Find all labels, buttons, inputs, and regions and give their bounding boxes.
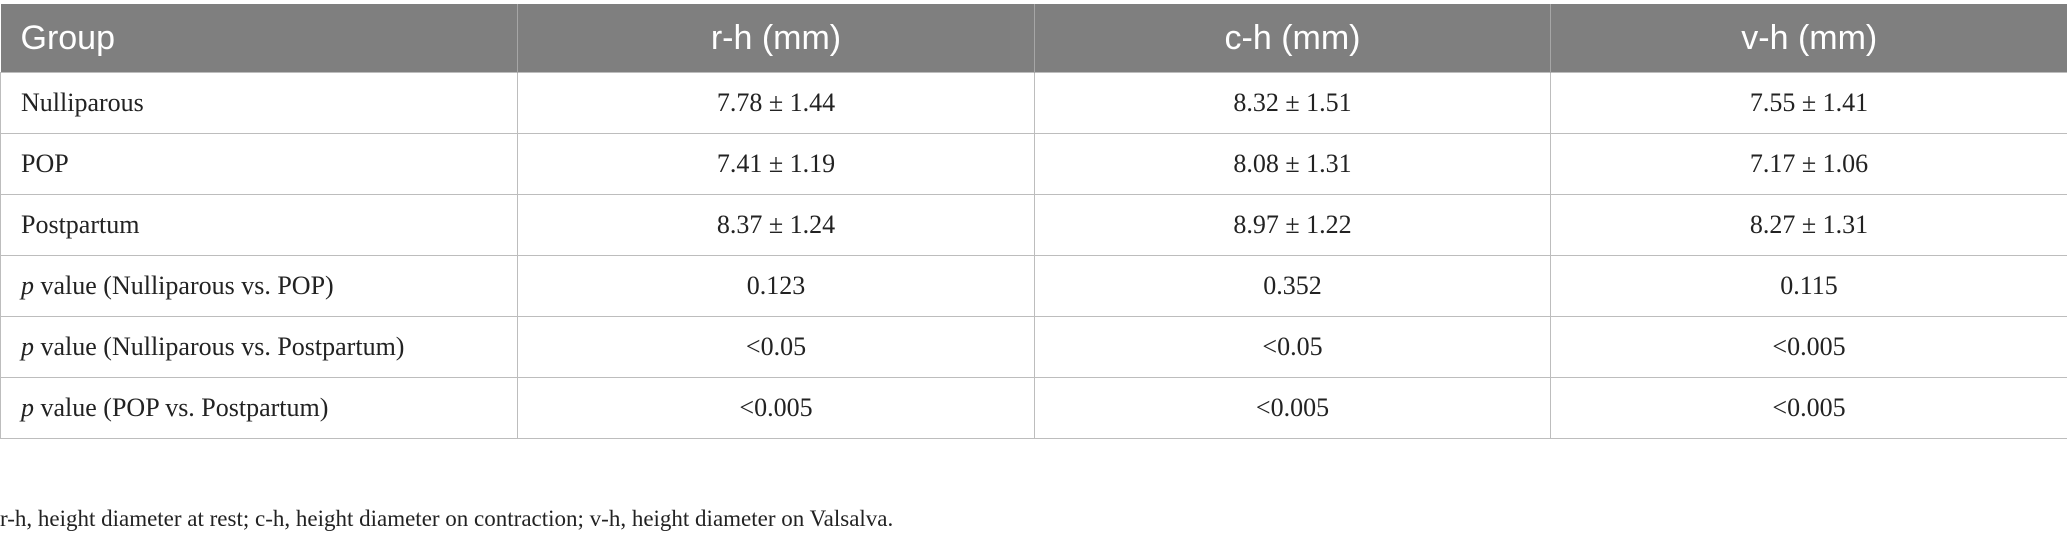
header-cell: Group (0, 4, 518, 73)
value-cell: 0.123 (517, 255, 1035, 317)
value-cell: <0.005 (1550, 316, 2067, 378)
value-cell: 8.97 ± 1.22 (1034, 194, 1551, 256)
italic-symbol: p (21, 271, 34, 300)
value-cell: <0.005 (1550, 377, 2067, 439)
table-row: p value (POP vs. Postpartum) <0.005 <0.005… (0, 377, 2067, 439)
table-row: p value (Nulliparous vs. POP) 0.123 0.352 0… (0, 255, 2067, 317)
italic-symbol: p (21, 332, 34, 361)
value-cell: 0.352 (1034, 255, 1551, 317)
header-row: Group r-h (mm) c-h (mm) v-h (mm) (0, 4, 2067, 73)
italic-symbol: p (21, 393, 34, 422)
row-label: p value (POP vs. Postpartum) (0, 377, 518, 439)
row-label: Nulliparous (0, 72, 518, 134)
value-cell: <0.005 (517, 377, 1035, 439)
value-cell: 8.08 ± 1.31 (1034, 133, 1551, 195)
label-text: value (POP vs. Postpartum) (34, 393, 329, 422)
value-cell: 7.78 ± 1.44 (517, 72, 1035, 134)
header-cell: v-h (mm) (1550, 4, 2067, 73)
value-cell: <0.005 (1034, 377, 1551, 439)
value-cell: 0.115 (1550, 255, 2067, 317)
row-label: POP (0, 133, 518, 195)
value-cell: 7.55 ± 1.41 (1550, 72, 2067, 134)
value-cell: <0.05 (1034, 316, 1551, 378)
value-cell: 7.17 ± 1.06 (1550, 133, 2067, 195)
label-text: Postpartum (21, 210, 140, 239)
header-cell: r-h (mm) (517, 4, 1035, 73)
row-label: p value (Nulliparous vs. POP) (0, 255, 518, 317)
row-label: Postpartum (0, 194, 518, 256)
header-cell: c-h (mm) (1034, 4, 1551, 73)
value-cell: 8.32 ± 1.51 (1034, 72, 1551, 134)
row-label: p value (Nulliparous vs. Postpartum) (0, 316, 518, 378)
footnote: r-h, height diameter at rest; c-h, heigh… (0, 506, 894, 531)
value-cell: 8.27 ± 1.31 (1550, 194, 2067, 256)
label-text: Nulliparous (21, 88, 144, 117)
label-text: value (Nulliparous vs. POP) (34, 271, 334, 300)
table-row: p value (Nulliparous vs. Postpartum) <0.0… (0, 316, 2067, 378)
table-body: Nulliparous 7.78 ± 1.44 8.32 ± 1.51 7.55 ± … (0, 72, 2067, 439)
label-text: POP (21, 149, 69, 178)
data-table: Group r-h (mm) c-h (mm) v-h (mm) Nulliparou… (0, 4, 2067, 439)
value-cell: 8.37 ± 1.24 (517, 194, 1035, 256)
table-row: Postpartum 8.37 ± 1.24 8.97 ± 1.22 8.27 ± 1… (0, 194, 2067, 256)
value-cell: <0.05 (517, 316, 1035, 378)
table-row: POP 7.41 ± 1.19 8.08 ± 1.31 7.17 ± 1.06 (0, 133, 2067, 195)
value-cell: 7.41 ± 1.19 (517, 133, 1035, 195)
label-text: value (Nulliparous vs. Postpartum) (34, 332, 405, 361)
table-row: Nulliparous 7.78 ± 1.44 8.32 ± 1.51 7.55 ± … (0, 72, 2067, 134)
